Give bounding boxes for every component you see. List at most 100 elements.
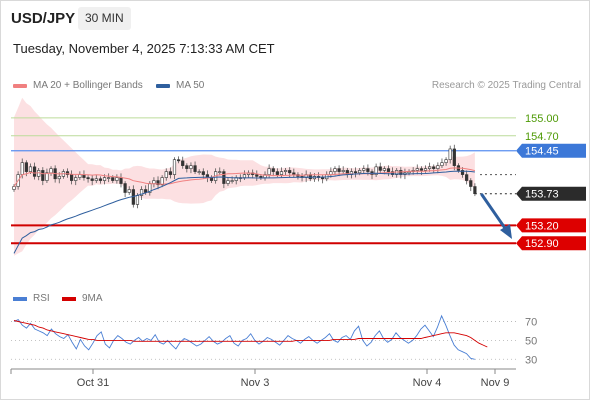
candle xyxy=(135,195,140,205)
candle xyxy=(70,174,74,181)
candle xyxy=(267,168,271,175)
candle xyxy=(469,180,473,187)
candle xyxy=(156,180,160,186)
candle xyxy=(197,171,201,173)
ma20-line xyxy=(13,167,476,187)
candle xyxy=(292,172,296,175)
rsi-level-label-70: 70 xyxy=(525,316,537,328)
x-tick-label: Nov 9 xyxy=(481,377,510,389)
candle xyxy=(65,171,70,175)
candle xyxy=(32,166,37,177)
rsi-line xyxy=(13,314,475,360)
ma50-line xyxy=(13,170,475,254)
candle xyxy=(20,162,24,175)
level-label-155.00: 155.00 xyxy=(525,113,559,125)
ma9-label: 9MA xyxy=(82,293,103,304)
candle xyxy=(90,178,94,181)
level-tag-153.20 xyxy=(516,218,586,233)
candle xyxy=(41,170,45,181)
level-tag-152.90 xyxy=(516,236,586,251)
candle xyxy=(102,177,107,181)
candle xyxy=(465,174,469,181)
level-label-153.73: 153.73 xyxy=(525,189,559,201)
timestamp: Tuesday, November 4, 2025 7:13:33 AM CET xyxy=(13,41,275,56)
candle xyxy=(107,177,111,179)
candle xyxy=(390,171,395,175)
candle xyxy=(378,166,382,171)
candle xyxy=(333,168,337,172)
candle xyxy=(193,165,197,172)
symbol-title[interactable]: USD/JPY xyxy=(11,10,76,27)
candle xyxy=(115,177,119,181)
candle xyxy=(127,189,131,193)
candle xyxy=(271,168,275,172)
candle xyxy=(86,177,90,180)
level-tag-153.73 xyxy=(516,186,586,201)
ma50-swatch xyxy=(156,83,170,88)
candle xyxy=(57,176,61,180)
ma20-swatch xyxy=(13,83,27,88)
candle xyxy=(49,168,53,174)
candle xyxy=(288,170,292,174)
candle xyxy=(358,170,362,174)
candle xyxy=(275,171,279,175)
candle xyxy=(341,170,345,172)
interval-button[interactable]: 30 MIN xyxy=(78,7,131,30)
candle xyxy=(201,171,205,175)
candle xyxy=(218,171,222,173)
candle xyxy=(440,162,444,166)
legend-9ma: 9MA xyxy=(62,293,103,304)
candle xyxy=(164,171,168,178)
candle xyxy=(353,171,358,174)
candle xyxy=(444,159,448,163)
candle xyxy=(279,171,284,175)
candle xyxy=(181,160,185,166)
candle xyxy=(432,166,436,169)
candle xyxy=(24,162,28,172)
candle xyxy=(111,177,115,181)
rsi-level-label-30: 30 xyxy=(525,354,537,366)
candle xyxy=(436,165,440,169)
ma9-swatch xyxy=(62,296,76,301)
rsi-swatch xyxy=(13,296,27,301)
candle xyxy=(185,165,189,169)
candle xyxy=(382,168,386,171)
level-label-154.45: 154.45 xyxy=(525,146,559,158)
candle xyxy=(460,170,465,175)
forecast-arrow-head xyxy=(500,224,512,240)
forecast-arrow-shaft xyxy=(480,193,509,233)
legend-rsi: RSI xyxy=(13,293,50,304)
candle xyxy=(78,174,82,178)
candle xyxy=(189,165,193,169)
candle xyxy=(419,168,423,171)
candle xyxy=(230,180,234,182)
ma50-label: MA 50 xyxy=(176,80,205,91)
x-tick-label: Oct 31 xyxy=(77,377,109,389)
candle xyxy=(283,170,288,172)
candle xyxy=(428,166,432,169)
candle xyxy=(386,168,391,172)
candle xyxy=(473,186,477,194)
rsi-label: RSI xyxy=(33,293,50,304)
level-label-154.70: 154.70 xyxy=(525,131,559,143)
candle xyxy=(321,177,325,180)
candle xyxy=(337,168,341,172)
candle xyxy=(160,177,164,186)
candle xyxy=(259,176,263,178)
candle xyxy=(423,168,428,171)
level-label-152.90: 152.90 xyxy=(525,238,559,250)
level-tag-154.45 xyxy=(516,143,586,158)
research-credit: Research © 2025 Trading Central xyxy=(431,80,581,91)
candle xyxy=(415,168,419,171)
x-tick-label: Nov 3 xyxy=(241,377,270,389)
chart-header: USD/JPY 30 MIN xyxy=(0,0,590,36)
candle xyxy=(177,159,181,162)
candle xyxy=(28,166,33,172)
candle xyxy=(94,178,98,181)
candle xyxy=(452,148,456,166)
candle xyxy=(399,170,403,175)
legend-ma20: MA 20 + Bollinger Bands xyxy=(13,80,143,91)
candle xyxy=(123,183,127,193)
rsi-ma-line xyxy=(13,320,488,348)
